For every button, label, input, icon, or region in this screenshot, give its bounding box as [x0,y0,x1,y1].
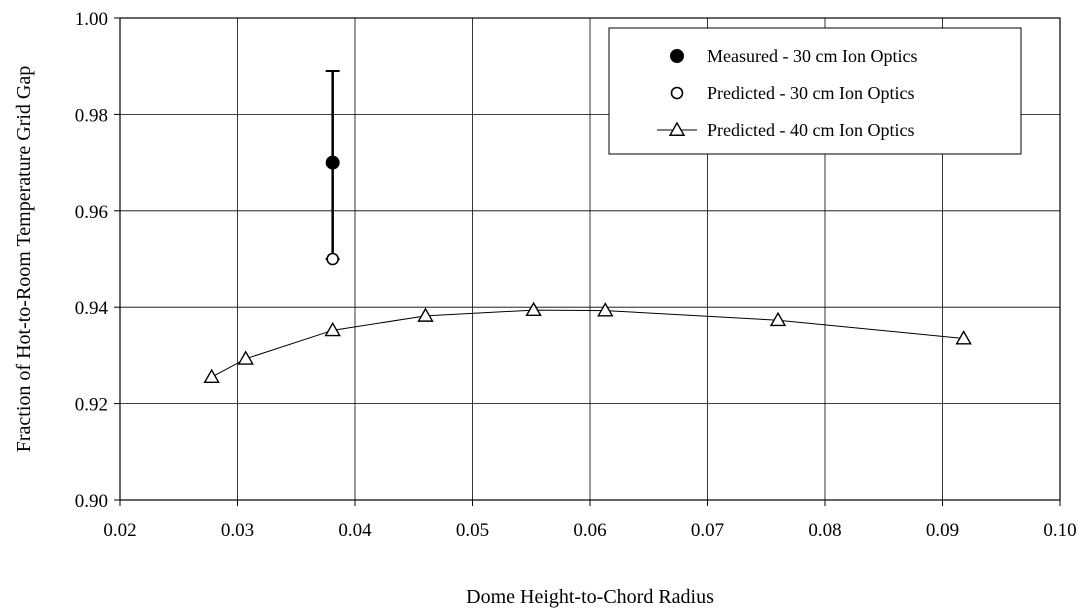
legend-item: Predicted - 30 cm Ion Optics [670,83,914,103]
x-axis-ticks: 0.02 0.03 0.04 0.05 0.06 0.07 0.08 0.09 0.10 [103,500,1077,541]
legend-item: Measured - 30 cm Ion Optics [670,46,917,66]
data-point [237,350,254,365]
legend-label: Predicted - 30 cm Ion Optics [707,83,914,103]
y-axis-ticks: 0.90 0.92 0.94 0.96 0.98 1.00 [75,9,120,512]
data-point [525,301,542,317]
y-axis-title: Fraction of Hot-to-Room Temperature Grid… [13,66,35,452]
y-tick-label: 0.98 [75,105,108,126]
x-tick-label: 0.09 [926,520,959,541]
data-point [597,302,614,317]
series-1 [326,252,339,266]
x-tick-label: 0.10 [1043,520,1076,541]
legend-marker [670,86,684,100]
x-tick-label: 0.05 [456,520,489,541]
legend-marker [670,49,684,63]
x-tick-label: 0.07 [691,520,724,541]
y-tick-label: 0.90 [75,491,108,512]
legend: Measured - 30 cm Ion Optics Predicted - 3… [608,27,1022,155]
data-point [326,252,339,266]
y-tick-label: 0.92 [75,395,108,416]
y-tick-label: 0.96 [75,202,108,223]
data-point [769,311,787,327]
x-tick-label: 0.08 [808,520,841,541]
y-tick-label: 0.94 [75,298,109,319]
data-point [325,155,340,170]
x-tick-label: 0.02 [103,520,136,541]
data-point [417,307,434,322]
legend-item: Predicted - 40 cm Ion Optics [657,120,914,140]
series-2 [203,301,972,384]
legend-label: Predicted - 40 cm Ion Optics [707,120,914,140]
series-0 [325,70,340,260]
data-point [955,330,972,345]
series-line [211,309,964,378]
legend-marker [668,121,686,136]
series-layer [203,70,972,384]
x-tick-label: 0.04 [338,520,372,541]
legend-label: Measured - 30 cm Ion Optics [707,46,917,66]
y-tick-label: 1.00 [75,9,108,30]
data-point [203,368,220,384]
x-axis-title: Dome Height-to-Chord Radius [466,586,714,608]
data-point [324,321,341,337]
x-tick-label: 0.03 [221,520,254,541]
x-tick-label: 0.06 [573,520,606,541]
